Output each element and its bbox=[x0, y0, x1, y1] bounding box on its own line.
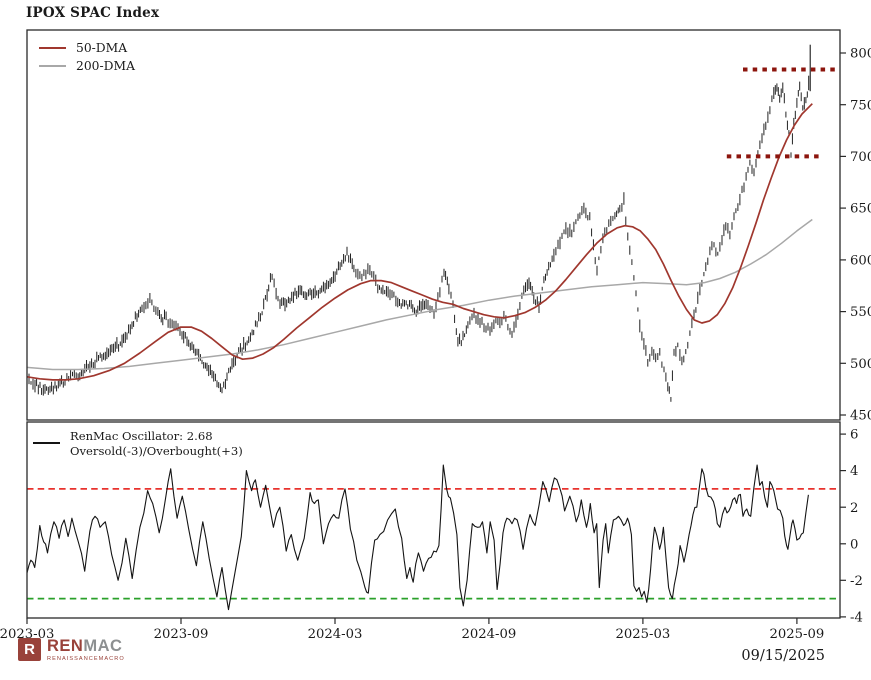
y-tick-label: 4 bbox=[850, 464, 858, 479]
y-tick-label: 600 bbox=[850, 254, 871, 269]
oscillator-legend-line1: RenMac Oscillator: 2.68 bbox=[70, 429, 213, 443]
oscillator-legend-line2: Oversold(-3)/Overbought(+3) bbox=[70, 443, 243, 458]
x-tick-label: 2025-03 bbox=[615, 627, 670, 642]
y-tick-label: 450 bbox=[850, 409, 871, 424]
renmac-logo-brand-right: MAC bbox=[83, 637, 123, 655]
price-y-axis: 450 500 550 600 650 700 750 800 bbox=[840, 47, 871, 424]
y-tick-label: -4 bbox=[850, 611, 863, 626]
legend-item-200dma: 200-DMA bbox=[39, 57, 135, 75]
y-tick-label: 750 bbox=[850, 98, 871, 113]
legend-item-50dma: 50-DMA bbox=[39, 39, 135, 57]
renmac-logo-subtitle: RENAISSANCEMACRO bbox=[47, 656, 125, 662]
dma50-line bbox=[26, 103, 813, 381]
legend-swatch-50dma-line bbox=[39, 47, 66, 49]
y-tick-label: 650 bbox=[850, 202, 871, 217]
legend-swatch-200dma-line bbox=[39, 65, 66, 67]
y-tick-label: -2 bbox=[850, 574, 863, 589]
oscillator-y-axis: -4 -2 0 2 4 6 bbox=[840, 428, 863, 626]
x-axis: 2023-03 2023-09 2024-03 2024-09 2025-03 2025-… bbox=[0, 618, 824, 642]
renmac-logo: R RENMAC RENAISSANCEMACRO bbox=[18, 638, 125, 662]
oscillator-legend-swatch-line bbox=[33, 442, 60, 444]
x-tick-label: 2023-09 bbox=[154, 627, 209, 642]
x-tick-label: 2024-09 bbox=[461, 627, 516, 642]
legend-label-50dma: 50-DMA bbox=[76, 41, 128, 55]
y-tick-label: 550 bbox=[850, 305, 871, 320]
report-date: 09/15/2025 bbox=[741, 648, 825, 664]
panel-borders bbox=[26, 29, 841, 619]
renmac-logo-brand: RENMAC bbox=[47, 637, 125, 655]
price-legend: 50-DMA 200-DMA bbox=[39, 39, 135, 75]
oscillator-line bbox=[26, 464, 809, 611]
y-tick-label: 0 bbox=[850, 537, 858, 552]
legend-label-200dma: 200-DMA bbox=[76, 59, 135, 73]
oscillator-legend: RenMac Oscillator: 2.68 Oversold(-3)/Ove… bbox=[33, 429, 243, 458]
y-tick-label: 2 bbox=[850, 501, 858, 516]
x-tick-label: 2025-09 bbox=[769, 627, 824, 642]
y-tick-label: 800 bbox=[850, 47, 871, 62]
y-tick-label: 700 bbox=[850, 150, 871, 165]
y-tick-label: 6 bbox=[850, 428, 858, 443]
resistance-lines bbox=[726, 67, 837, 159]
y-tick-label: 500 bbox=[850, 357, 871, 372]
dma200-line bbox=[26, 218, 813, 371]
renmac-logo-brand-left: REN bbox=[47, 637, 84, 655]
renmac-logo-text: RENMAC RENAISSANCEMACRO bbox=[47, 638, 125, 662]
price-bars bbox=[26, 44, 811, 402]
chart-title: IPOX SPAC Index bbox=[26, 5, 160, 21]
oscillator-legend-text: RenMac Oscillator: 2.68 Oversold(-3)/Ove… bbox=[70, 429, 243, 458]
x-tick-label: 2024-03 bbox=[308, 627, 363, 642]
renmac-logo-mark-icon: R bbox=[18, 638, 41, 661]
